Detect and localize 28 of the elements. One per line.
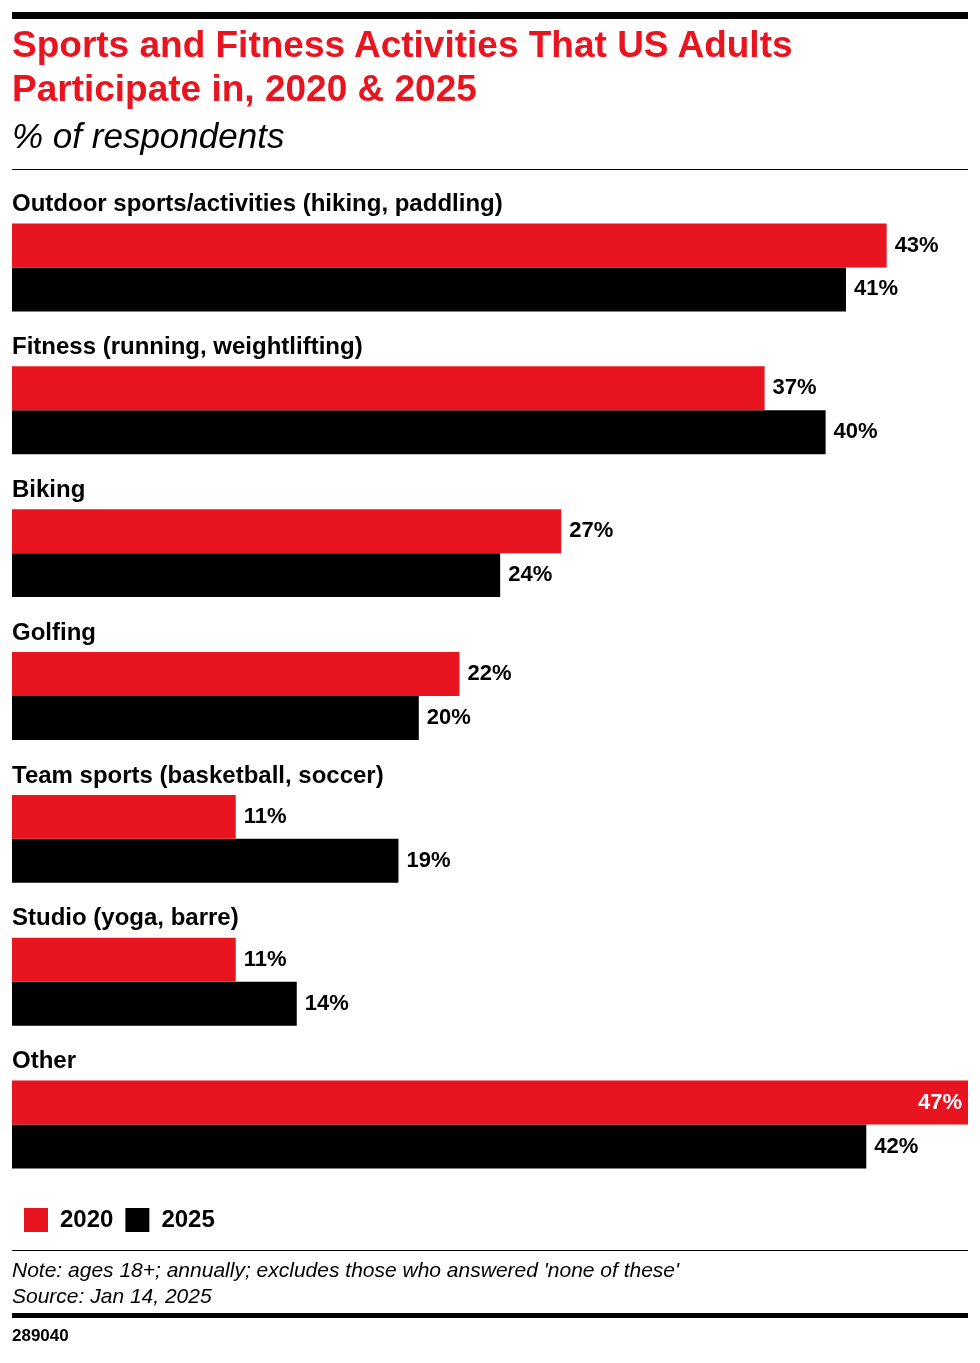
data-label: 19% [406,846,451,872]
data-label: 40% [833,418,878,444]
y-tick-label: Golfing [12,617,96,645]
data-label: 47% [917,1088,962,1114]
y-tick-label: Team sports (basketball, soccer) [12,760,384,788]
y-tick-label: Biking [12,474,86,502]
text: Note: ages 18+; annually; excludes those who answered 'none of these' [12,1257,681,1283]
data-label: 11% [243,945,287,971]
data-label: 27% [569,517,614,543]
data-label: 42% [874,1132,919,1158]
text: 289040 [12,1326,70,1346]
chart-title: Sports and Fitness Activities That US Adults Participate in, 2020 & 2025 [12,23,794,111]
legend-label: 2020 [60,1204,114,1232]
y-tick-label: Other [12,1046,77,1074]
data-label: 22% [467,660,512,686]
data-label: 14% [304,989,349,1015]
y-tick-label: Outdoor sports/activities (hiking, paddling) [12,189,503,217]
data-label: 11% [243,802,287,828]
chart-subtitle: % of respondents [12,111,968,170]
data-label: 43% [894,231,939,257]
y-tick-label: Fitness (running, weightlifting) [12,331,363,359]
data-label: 24% [508,561,553,587]
data-label: 41% [853,275,898,301]
y-tick-label: Studio (yoga, barre) [12,903,239,931]
legend-label: 2025 [161,1204,215,1232]
data-label: 20% [426,704,471,730]
data-label: 37% [772,374,817,400]
source-note: Source: Jan 14, 2025 [12,1283,213,1309]
